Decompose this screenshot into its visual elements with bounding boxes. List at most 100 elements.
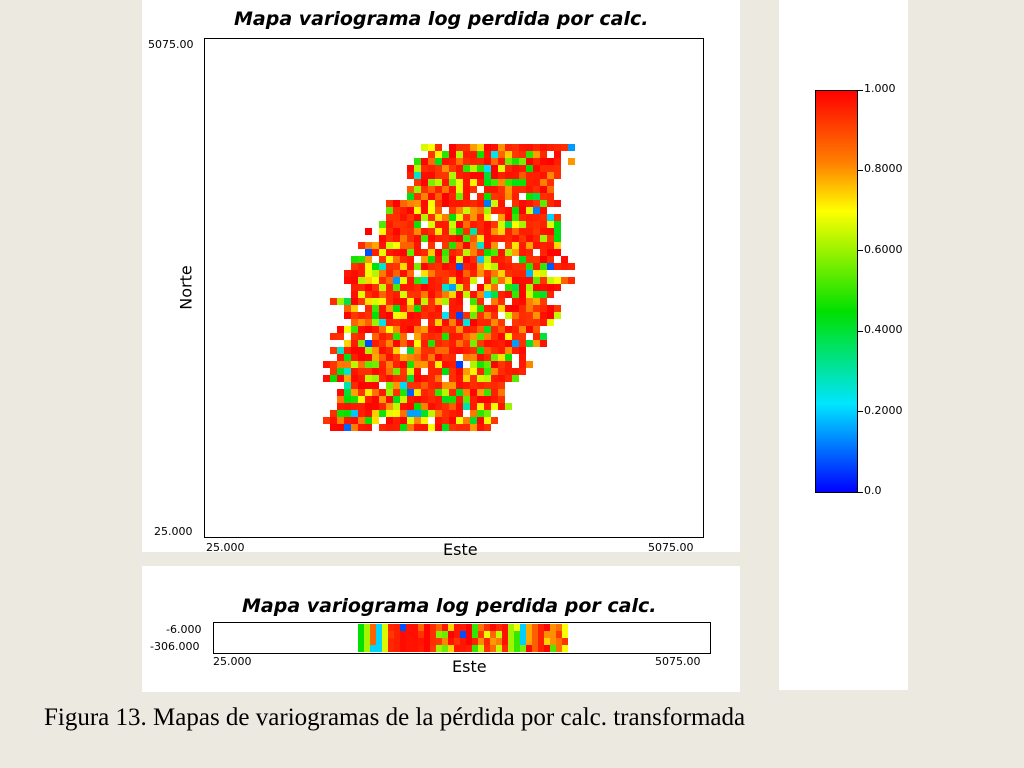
heatmap-cell	[449, 347, 456, 354]
heatmap-cell	[449, 270, 456, 277]
heatmap-cell	[407, 298, 414, 305]
heatmap-cell	[386, 284, 393, 291]
heatmap-cell	[406, 631, 412, 638]
heatmap-cell	[393, 256, 400, 263]
heatmap-cell	[547, 228, 554, 235]
heatmap-cell	[414, 389, 421, 396]
heatmap-cell	[498, 172, 505, 179]
heatmap-cell	[519, 249, 526, 256]
heatmap-cell	[400, 424, 407, 431]
heatmap-cell	[365, 263, 372, 270]
heatmap-cell	[547, 277, 554, 284]
heatmap-cell	[435, 193, 442, 200]
heatmap-cell	[484, 221, 491, 228]
heatmap-cell	[330, 368, 337, 375]
heatmap-cell	[463, 375, 470, 382]
main-y-tick-top: 5075.00	[148, 38, 194, 51]
heatmap-cell	[477, 151, 484, 158]
heatmap-cell	[428, 326, 435, 333]
heatmap-cell	[463, 417, 470, 424]
heatmap-cell	[519, 228, 526, 235]
heatmap-cell	[456, 403, 463, 410]
heatmap-cell	[442, 179, 449, 186]
heatmap-cell	[491, 151, 498, 158]
heatmap-cell	[496, 624, 502, 631]
heatmap-cell	[540, 333, 547, 340]
heatmap-cell	[505, 375, 512, 382]
heatmap-cell	[491, 382, 498, 389]
heatmap-cell	[456, 319, 463, 326]
heatmap-cell	[533, 298, 540, 305]
heatmap-cell	[477, 389, 484, 396]
heatmap-cell	[428, 298, 435, 305]
heatmap-cell	[498, 340, 505, 347]
heatmap-cell	[526, 221, 533, 228]
heatmap-cell	[526, 305, 533, 312]
heatmap-cell	[505, 305, 512, 312]
heatmap-cell	[498, 305, 505, 312]
heatmap-cell	[435, 347, 442, 354]
heatmap-cell	[470, 263, 477, 270]
heatmap-cell	[400, 389, 407, 396]
heatmap-cell	[532, 638, 538, 645]
heatmap-cell	[491, 200, 498, 207]
heatmap-cell	[414, 347, 421, 354]
heatmap-cell	[414, 228, 421, 235]
heatmap-cell	[484, 228, 491, 235]
heatmap-cell	[424, 624, 430, 631]
heatmap-cell	[550, 624, 556, 631]
heatmap-cell	[421, 158, 428, 165]
section-x-axis-label: Este	[452, 657, 487, 676]
heatmap-cell	[370, 638, 376, 645]
heatmap-cell	[442, 361, 449, 368]
heatmap-cell	[484, 186, 491, 193]
heatmap-cell	[365, 410, 372, 417]
heatmap-cell	[470, 249, 477, 256]
heatmap-cell	[556, 631, 562, 638]
heatmap-cell	[505, 235, 512, 242]
heatmap-cell	[491, 256, 498, 263]
heatmap-cell	[414, 284, 421, 291]
section-y-tick-bottom: -306.000	[150, 640, 200, 653]
heatmap-cell	[414, 319, 421, 326]
heatmap-cell	[421, 277, 428, 284]
heatmap-cell	[379, 277, 386, 284]
heatmap-cell	[393, 396, 400, 403]
heatmap-cell	[379, 263, 386, 270]
heatmap-cell	[456, 165, 463, 172]
heatmap-cell	[351, 410, 358, 417]
heatmap-cell	[372, 284, 379, 291]
heatmap-cell	[554, 312, 561, 319]
heatmap-cell	[491, 361, 498, 368]
heatmap-cell	[418, 624, 424, 631]
heatmap-cell	[477, 165, 484, 172]
heatmap-cell	[470, 354, 477, 361]
heatmap-cell	[498, 193, 505, 200]
heatmap-cell	[547, 235, 554, 242]
heatmap-cell	[414, 193, 421, 200]
colorbar-tick-mark	[858, 250, 863, 252]
heatmap-cell	[358, 389, 365, 396]
heatmap-cell	[526, 242, 533, 249]
heatmap-cell	[526, 165, 533, 172]
heatmap-cell	[456, 270, 463, 277]
heatmap-cell	[421, 347, 428, 354]
heatmap-cell	[449, 158, 456, 165]
heatmap-cell	[407, 256, 414, 263]
heatmap-cell	[568, 158, 575, 165]
heatmap-cell	[547, 284, 554, 291]
heatmap-cell	[386, 368, 393, 375]
heatmap-cell	[449, 298, 456, 305]
heatmap-cell	[394, 638, 400, 645]
heatmap-cell	[472, 624, 478, 631]
heatmap-cell	[323, 361, 330, 368]
heatmap-cell	[512, 249, 519, 256]
heatmap-cell	[460, 631, 466, 638]
heatmap-cell	[358, 645, 364, 652]
heatmap-cell	[456, 375, 463, 382]
heatmap-cell	[491, 179, 498, 186]
heatmap-cell	[540, 151, 547, 158]
heatmap-cell	[358, 382, 365, 389]
heatmap-cell	[456, 410, 463, 417]
heatmap-cell	[421, 186, 428, 193]
